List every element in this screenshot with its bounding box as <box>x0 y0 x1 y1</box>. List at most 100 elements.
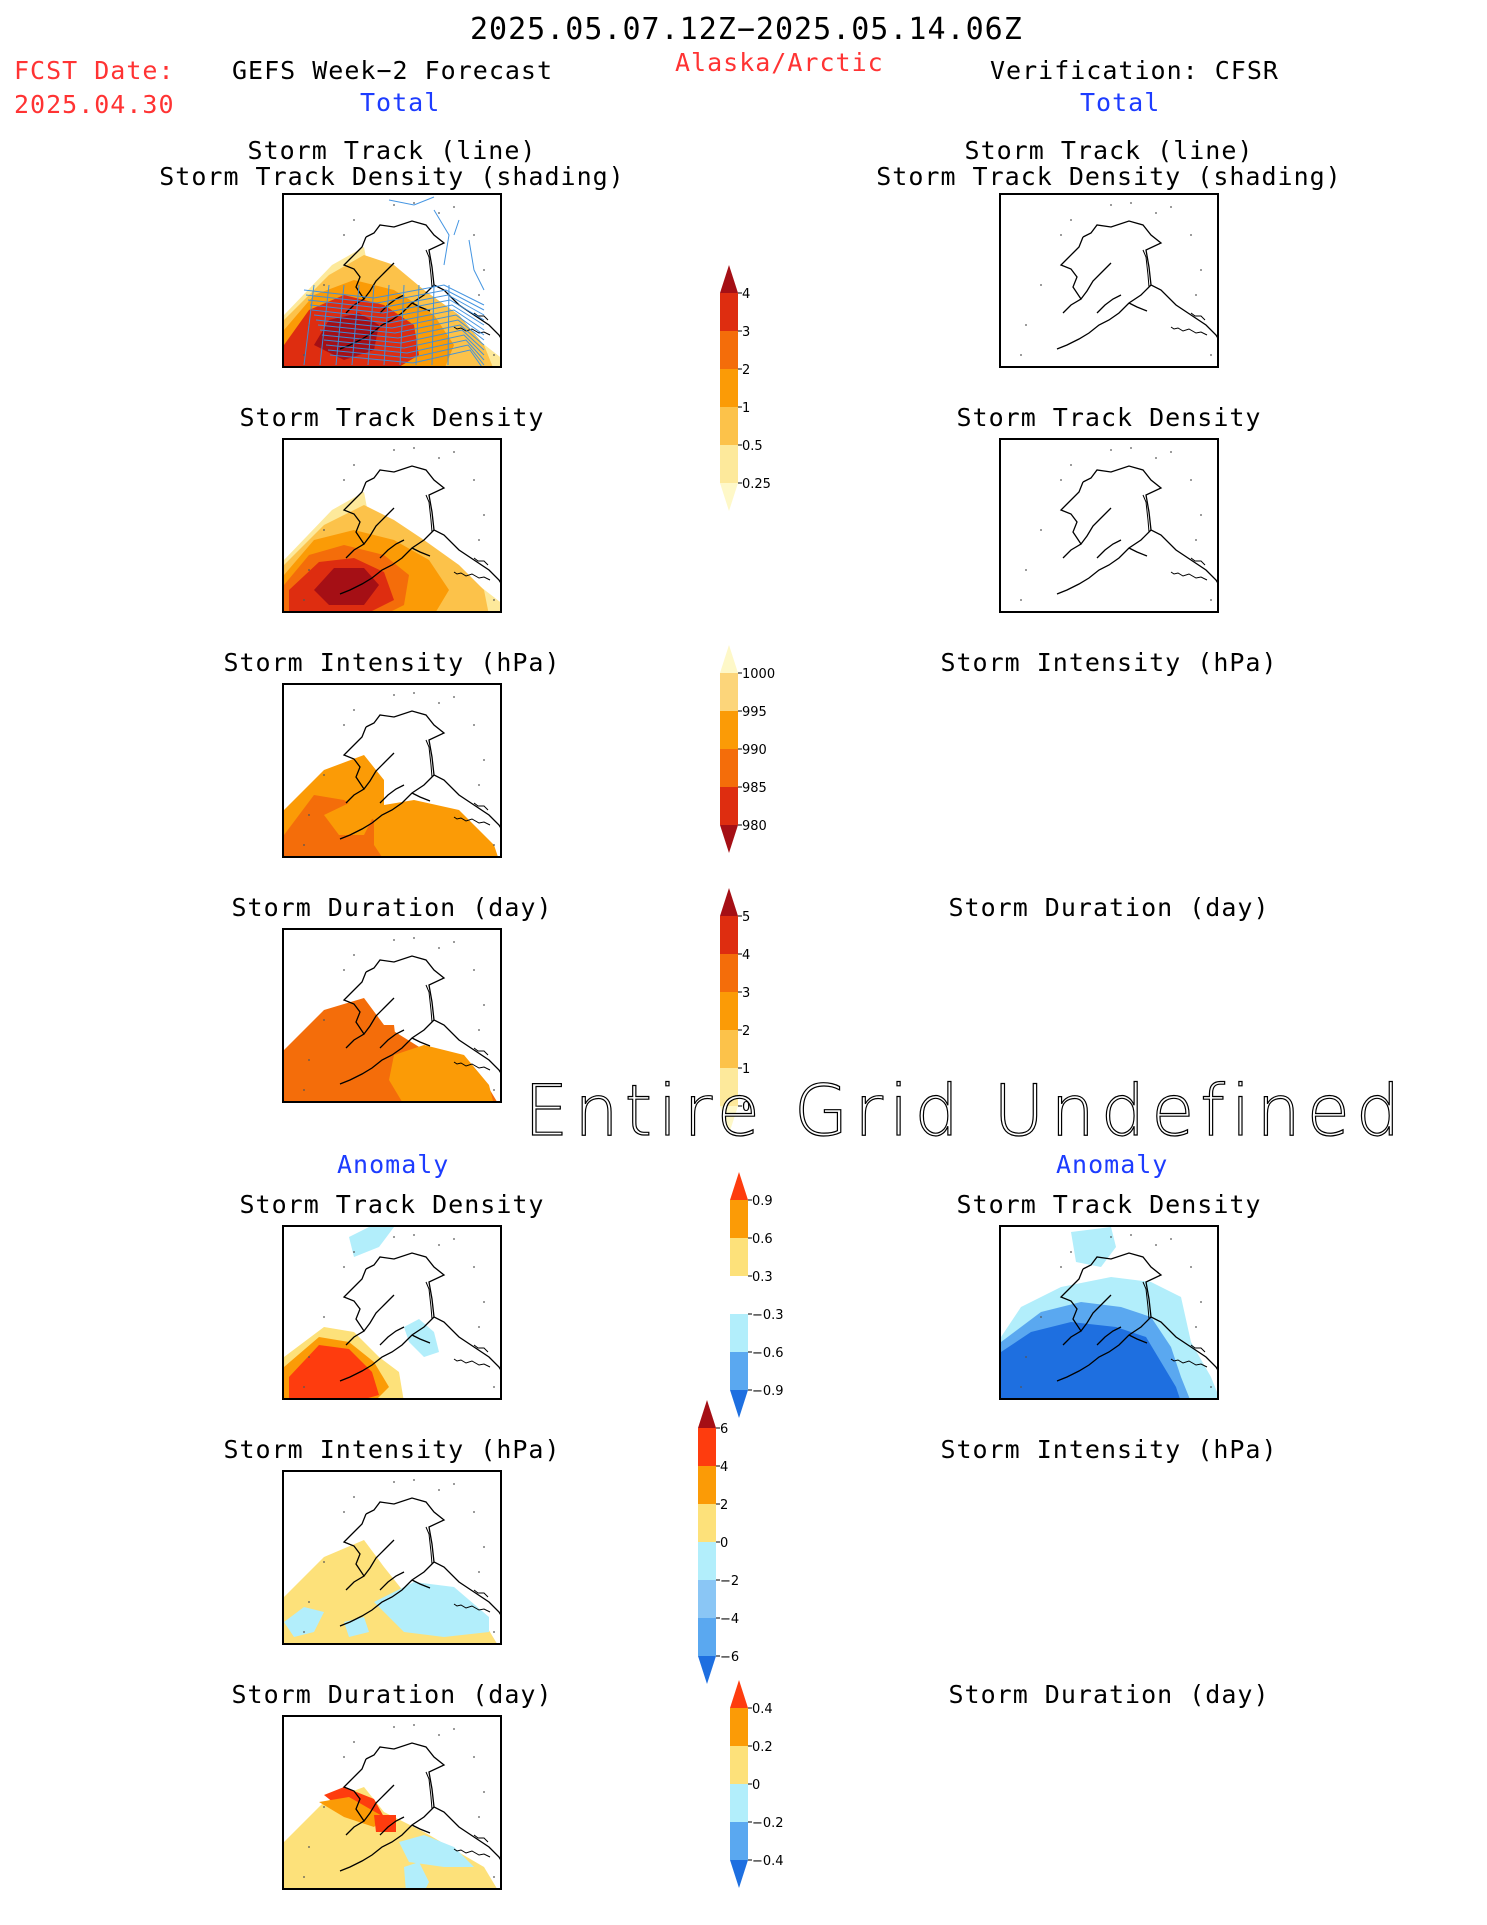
border-line <box>425 1771 433 1810</box>
right-panel-title-1: Storm Track Density <box>956 403 1262 432</box>
graticule-dot <box>393 1726 395 1728</box>
colorbar-track-density: 4 3 2 1 0.5 0.25 <box>720 265 790 549</box>
left-panel-title-2: Storm Intensity (hPa) <box>223 648 561 677</box>
left-panel-title-4: Storm Track Density <box>239 1190 545 1219</box>
storm-track <box>303 284 315 366</box>
graticule-dot <box>343 969 345 971</box>
shading-region <box>349 1227 394 1257</box>
graticule-dot <box>308 1059 310 1061</box>
graticule-dot <box>1190 1266 1192 1268</box>
colorbar-label: 0.9 <box>752 1194 773 1209</box>
graticule-dot <box>393 204 395 206</box>
graticule-dot <box>453 696 455 698</box>
graticule-dot <box>1170 1238 1172 1240</box>
graticule-dot <box>438 212 440 214</box>
graticule-dot <box>493 1089 495 1091</box>
verif-panel-density-anomaly <box>999 1225 1219 1400</box>
colorbar-segment <box>720 445 738 483</box>
graticule-dot <box>1070 219 1072 221</box>
colorbar-segment <box>720 673 738 711</box>
coastline <box>339 1742 500 1872</box>
border-line <box>425 1526 433 1565</box>
left-column-title: GEFS Week−2 Forecast <box>232 56 554 85</box>
graticule-dot <box>473 969 475 971</box>
island-chain <box>1170 312 1208 336</box>
colorbar-label: 1 <box>742 401 750 416</box>
colorbar-segment <box>720 407 738 445</box>
graticule-dot <box>1110 204 1112 206</box>
graticule-dot <box>483 1004 485 1006</box>
island-chain <box>453 802 491 826</box>
colorbar-segment <box>730 1708 748 1746</box>
border-line <box>425 249 433 288</box>
left-panel-title-0-b: Storm Track Density (shading) <box>159 162 625 191</box>
graticule-dot <box>438 702 440 704</box>
graticule-dot <box>1025 324 1027 326</box>
storm-track <box>335 284 345 366</box>
graticule-dot <box>478 539 480 541</box>
shading-region <box>284 1787 497 1888</box>
colorbar-segment <box>698 1466 716 1504</box>
graticule-dot <box>323 1561 325 1563</box>
graticule-dot <box>483 1301 485 1303</box>
storm-track <box>415 284 420 366</box>
storm-track <box>431 284 435 366</box>
graticule-dot <box>493 1386 495 1388</box>
shading-region <box>319 1797 384 1827</box>
colorbar-segment <box>720 916 738 954</box>
storm-track <box>319 284 330 366</box>
right-anomaly-label: Anomaly <box>1056 1150 1169 1179</box>
colorbar-segment <box>730 1276 748 1314</box>
graticule-dot <box>453 451 455 453</box>
colorbar-segment <box>720 1030 738 1068</box>
border-line <box>1142 249 1150 288</box>
storm-track <box>388 196 485 291</box>
colorbar-segment <box>720 331 738 369</box>
coastline <box>1056 220 1217 350</box>
colorbar-label: −0.2 <box>752 1816 784 1831</box>
graticule-dot <box>393 1236 395 1238</box>
left-anomaly-label: Anomaly <box>337 1150 450 1179</box>
colorbar-segment <box>730 1200 748 1238</box>
colorbar-label: 4 <box>742 948 750 963</box>
graticule-dot <box>453 1238 455 1240</box>
storm-track <box>319 324 485 346</box>
graticule-dot <box>303 844 305 846</box>
colorbar-label: 990 <box>742 743 767 758</box>
graticule-dot <box>1210 599 1212 601</box>
left-panel-title-3: Storm Duration (day) <box>231 893 553 922</box>
shading-region <box>374 1025 396 1042</box>
storm-track <box>321 329 485 351</box>
map-panel-storm-intensity <box>282 683 502 858</box>
graticule-dot <box>1040 529 1042 531</box>
shading-region <box>374 1815 396 1832</box>
right-panel-title-3: Storm Duration (day) <box>948 893 1270 922</box>
graticule-dot <box>303 1386 305 1388</box>
graticule-dot <box>393 449 395 451</box>
graticule-dot <box>303 599 305 601</box>
graticule-dot <box>453 1483 455 1485</box>
graticule-dot <box>343 1511 345 1513</box>
coastline <box>1056 465 1217 595</box>
graticule-dot <box>473 1511 475 1513</box>
storm-track <box>313 309 485 331</box>
graticule-dot <box>323 1806 325 1808</box>
coastline <box>339 955 500 1085</box>
colorbar-label: 0.25 <box>742 477 771 492</box>
colorbar-duration: 5 4 3 2 1 0 <box>720 888 790 1172</box>
graticule-dot <box>493 354 495 356</box>
left-panel-title-0: Storm Track (line) <box>247 136 537 165</box>
graticule-dot <box>438 1489 440 1491</box>
border-line <box>1142 1281 1150 1320</box>
colorbar-segment <box>730 1314 748 1352</box>
graticule-dot <box>413 447 415 449</box>
graticule-dot <box>1155 212 1157 214</box>
colorbar-bottom-triangle <box>720 825 738 853</box>
graticule-dot <box>483 1546 485 1548</box>
graticule-dot <box>478 1326 480 1328</box>
graticule-dot <box>323 774 325 776</box>
storm-track <box>399 284 405 366</box>
colorbar-segment <box>720 749 738 787</box>
graticule-dot <box>1200 269 1202 271</box>
colorbar-density-anomaly: 0.9 0.6 0.3 −0.3 −0.6 −0.9 <box>730 1172 800 1456</box>
